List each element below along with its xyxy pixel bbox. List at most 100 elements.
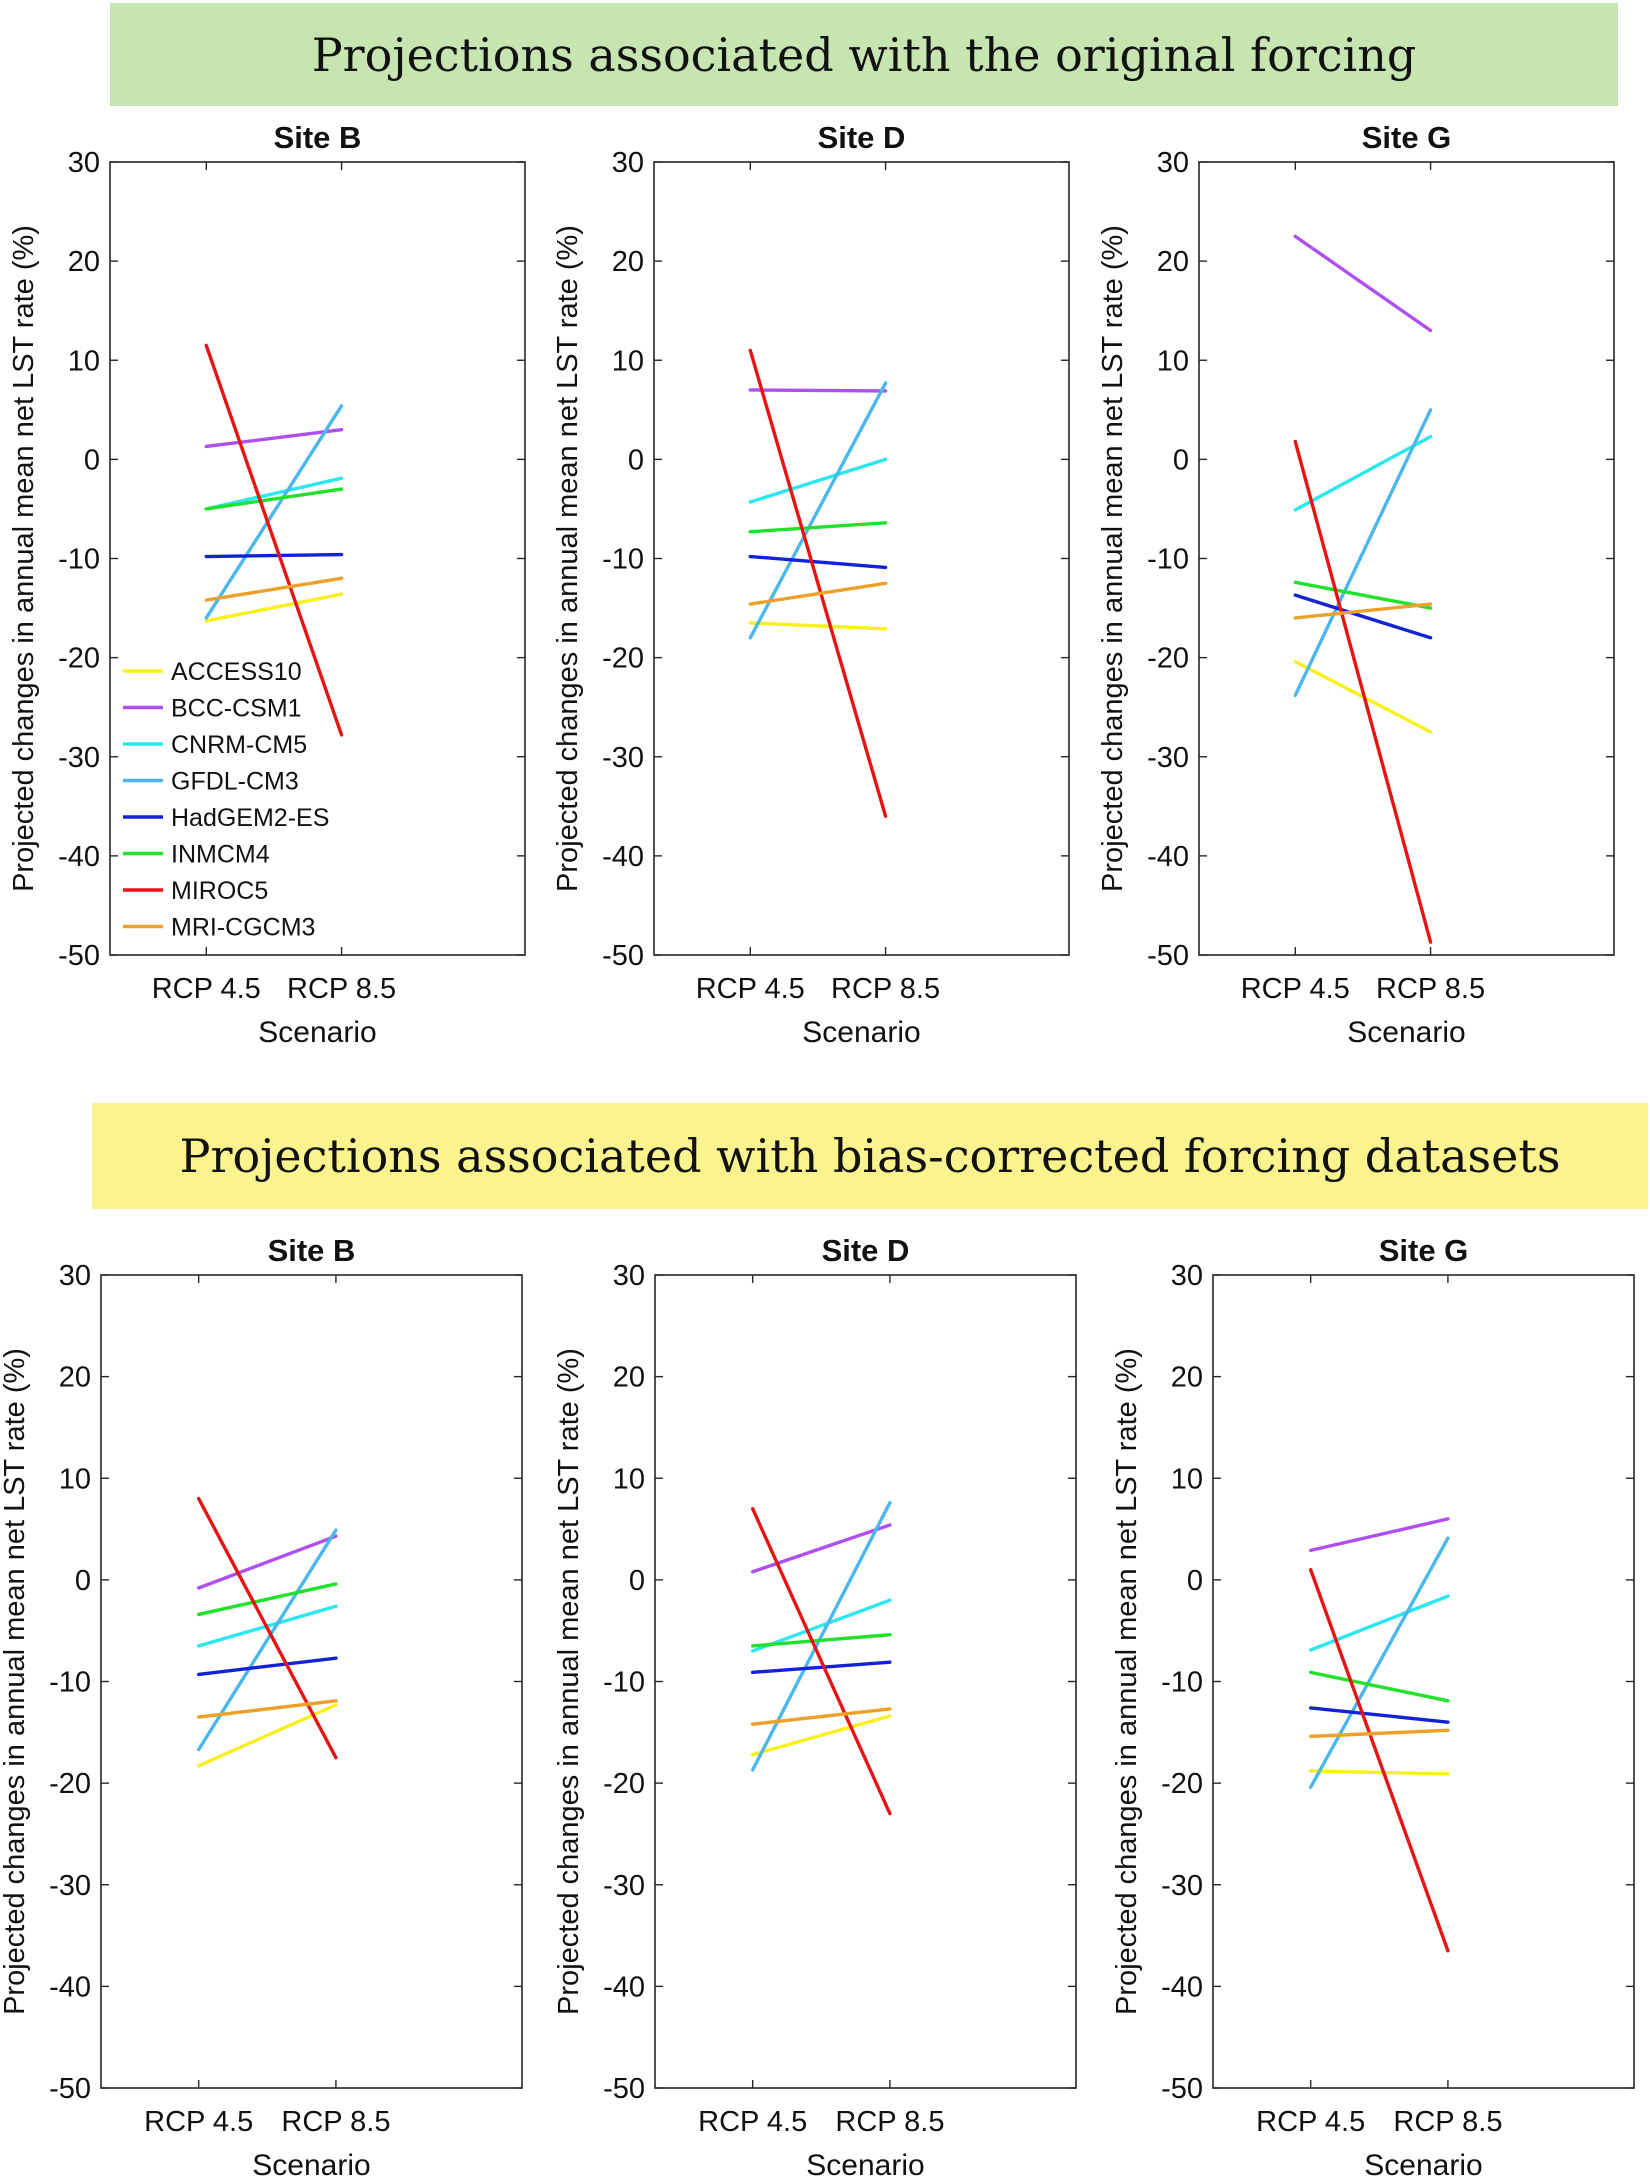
y-axis-label: Projected changes in annual mean net LST… bbox=[553, 1348, 585, 2015]
series-line-mri-cgcm3 bbox=[204, 576, 344, 602]
y-tick-label: 10 bbox=[612, 345, 644, 377]
y-tick-label: 30 bbox=[68, 147, 100, 179]
series-line-hadgem2-es bbox=[196, 1656, 338, 1677]
y-tick-label: 0 bbox=[1187, 1565, 1203, 1597]
y-tick-label: -40 bbox=[1147, 841, 1189, 873]
y-tick-label: -10 bbox=[1161, 1667, 1203, 1699]
x-tick-label: RCP 4.5 bbox=[152, 973, 261, 1005]
series-line-bcc-csm1 bbox=[1293, 234, 1433, 333]
series-line-bcc-csm1 bbox=[1308, 1517, 1450, 1553]
series-line-miroc5 bbox=[1293, 439, 1433, 944]
legend-label: GFDL-CM3 bbox=[171, 768, 299, 796]
y-tick-label: -20 bbox=[49, 1768, 91, 1800]
y-tick-label: 20 bbox=[613, 1362, 645, 1394]
y-tick-label: 30 bbox=[1171, 1260, 1203, 1292]
y-axis-label: Projected changes in annual mean net LST… bbox=[0, 1348, 31, 2015]
x-tick-label: RCP 8.5 bbox=[281, 2106, 390, 2138]
chart-panel-6: 30 20 10 0 -10 -20 -30 -40 -50 RCP 4.5 RCP 8.5 Site… bbox=[1111, 1233, 1635, 2180]
x-tick-label: RCP 8.5 bbox=[287, 973, 396, 1005]
series-line-gfdl-cm3 bbox=[1293, 408, 1433, 697]
y-tick-label: -50 bbox=[602, 940, 644, 972]
y-tick-label: -40 bbox=[58, 841, 100, 873]
series-line-hadgem2-es bbox=[748, 554, 888, 570]
y-tick-label: 10 bbox=[613, 1463, 645, 1495]
x-tick-label: RCP 4.5 bbox=[1256, 2106, 1365, 2138]
y-tick-label: -10 bbox=[602, 544, 644, 576]
x-axis-label: Scenario bbox=[1364, 2149, 1482, 2180]
chart-panel-5: 30 20 10 0 -10 -20 -30 -40 -50 RCP 4.5 RCP 8.5 Site… bbox=[553, 1233, 1077, 2180]
axes-frame bbox=[100, 1274, 523, 2089]
y-tick-label: -40 bbox=[1161, 1971, 1203, 2003]
x-axis-label: Scenario bbox=[258, 1016, 376, 1049]
chart-panel-1: 30 20 10 0 -10 -20 -30 -40 -50 RCP 4.5 RCP 8.5 Site… bbox=[8, 120, 526, 1049]
series-line-access10 bbox=[204, 592, 344, 623]
series-line-hadgem2-es bbox=[1308, 1706, 1450, 1724]
axes-frame bbox=[109, 161, 526, 956]
series-line-miroc5 bbox=[196, 1496, 338, 1760]
axes-frame bbox=[653, 161, 1070, 956]
series-line-bcc-csm1 bbox=[204, 427, 344, 449]
series-line-mri-cgcm3 bbox=[1293, 602, 1433, 620]
y-tick-label: 20 bbox=[612, 246, 644, 278]
axes-frame bbox=[654, 1274, 1077, 2089]
y-tick-label: -30 bbox=[603, 1870, 645, 1902]
chart-title: Site G bbox=[1379, 1233, 1469, 1268]
chart-title: Site B bbox=[268, 1233, 356, 1268]
series-line-cnrm-cm5 bbox=[204, 476, 344, 511]
y-tick-label: 10 bbox=[68, 345, 100, 377]
series-line-inmcm4 bbox=[1293, 580, 1433, 610]
y-tick-label: -30 bbox=[1161, 1870, 1203, 1902]
y-tick-label: 0 bbox=[84, 444, 100, 476]
x-tick-label: RCP 4.5 bbox=[698, 2106, 807, 2138]
legend-label: MRI-CGCM3 bbox=[171, 914, 315, 942]
chart-title: Site G bbox=[1362, 120, 1452, 155]
y-axis-label: Projected changes in annual mean net LST… bbox=[1111, 1348, 1143, 2015]
series-line-bcc-csm1 bbox=[750, 1523, 892, 1574]
y-tick-label: -10 bbox=[1147, 544, 1189, 576]
series-line-bcc-csm1 bbox=[748, 388, 888, 393]
series-line-mri-cgcm3 bbox=[1308, 1728, 1450, 1739]
series-line-access10 bbox=[1308, 1769, 1450, 1776]
x-axis-label: Scenario bbox=[806, 2149, 924, 2180]
y-tick-label: 20 bbox=[1171, 1362, 1203, 1394]
y-axis-label: Projected changes in annual mean net LST… bbox=[1097, 225, 1129, 892]
y-tick-label: -20 bbox=[58, 643, 100, 675]
chart-title: Site D bbox=[822, 1233, 910, 1268]
series-line-hadgem2-es bbox=[1293, 593, 1433, 640]
y-tick-label: -30 bbox=[58, 742, 100, 774]
y-tick-label: -10 bbox=[49, 1667, 91, 1699]
chart-panel-4: 30 20 10 0 -10 -20 -30 -40 -50 RCP 4.5 RCP 8.5 Site… bbox=[0, 1233, 523, 2180]
y-tick-label: -50 bbox=[1147, 940, 1189, 972]
y-tick-label: -40 bbox=[602, 841, 644, 873]
series-line-bcc-csm1 bbox=[196, 1534, 338, 1590]
banner-bias-corrected-forcing: Projections associated with bias-correct… bbox=[92, 1103, 1648, 1209]
series-line-miroc5 bbox=[750, 1507, 892, 1816]
y-tick-label: -50 bbox=[1161, 2073, 1203, 2105]
y-tick-label: 0 bbox=[629, 1565, 645, 1597]
x-axis-label: Scenario bbox=[802, 1016, 920, 1049]
legend-label: MIROC5 bbox=[171, 877, 268, 905]
legend-label: HadGEM2-ES bbox=[171, 804, 329, 832]
y-tick-label: -30 bbox=[1147, 742, 1189, 774]
series-line-inmcm4 bbox=[204, 487, 344, 511]
series-line-hadgem2-es bbox=[750, 1660, 892, 1675]
series-line-gfdl-cm3 bbox=[748, 381, 888, 640]
y-tick-label: -20 bbox=[602, 643, 644, 675]
y-tick-label: 0 bbox=[75, 1565, 91, 1597]
legend-label: ACCESS10 bbox=[171, 658, 302, 686]
x-tick-label: RCP 4.5 bbox=[144, 2106, 253, 2138]
series-line-miroc5 bbox=[204, 343, 344, 737]
y-tick-label: -20 bbox=[603, 1768, 645, 1800]
y-tick-label: 10 bbox=[1157, 345, 1189, 377]
x-axis-label: Scenario bbox=[1347, 1016, 1465, 1049]
series-line-inmcm4 bbox=[1308, 1670, 1450, 1703]
chart-title: Site D bbox=[818, 120, 906, 155]
legend-label: INMCM4 bbox=[171, 841, 270, 869]
series-line-access10 bbox=[748, 621, 888, 631]
series-line-cnrm-cm5 bbox=[1308, 1594, 1450, 1652]
series-line-miroc5 bbox=[1308, 1568, 1450, 1953]
axes-frame bbox=[1212, 1274, 1635, 2089]
series-line-miroc5 bbox=[748, 348, 888, 818]
y-tick-label: 30 bbox=[59, 1260, 91, 1292]
